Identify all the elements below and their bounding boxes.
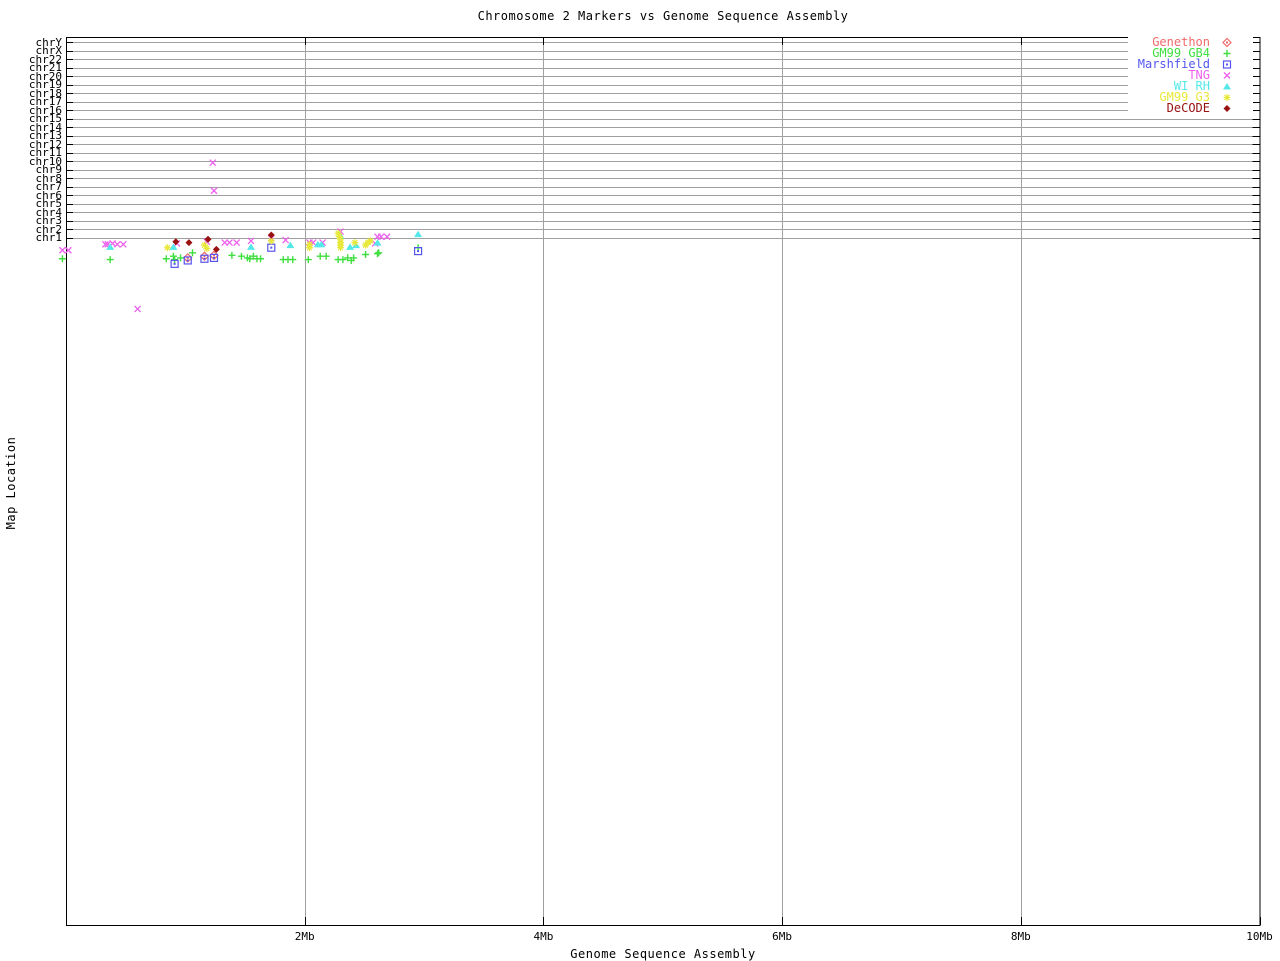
marker-plus <box>189 249 196 256</box>
legend-row-marshfield: Marshfield <box>1138 59 1234 70</box>
marker-plus <box>59 255 66 262</box>
marker-square-open-dot <box>187 259 189 261</box>
marker-diamond-filled <box>185 239 192 246</box>
marker-cross <box>135 306 141 312</box>
marker-plus <box>317 253 324 260</box>
legend-marker-glyph <box>1223 83 1231 90</box>
marker-plus <box>289 256 296 263</box>
cross-icon <box>1220 70 1234 81</box>
marker-cross <box>234 240 240 246</box>
x-tick-label-2Mb: 2Mb <box>283 931 327 943</box>
marker-cross <box>283 237 289 243</box>
legend-marker-glyph <box>1224 73 1230 79</box>
marker-star <box>164 244 171 251</box>
marker-star <box>203 245 210 252</box>
legend-marker-glyph <box>1226 42 1228 44</box>
legend-row-decode: DeCODE <box>1138 103 1234 114</box>
marker-plus <box>228 252 235 259</box>
legend-label: DeCODE <box>1167 103 1210 114</box>
marker-cross <box>120 241 126 247</box>
x-tick-label-8Mb: 8Mb <box>999 931 1043 943</box>
marker-star <box>351 239 358 246</box>
marker-plus <box>362 251 369 258</box>
x-tick-label-6Mb: 6Mb <box>760 931 804 943</box>
x-tick-label-10Mb: 10Mb <box>1238 931 1280 943</box>
marker-square-open-dot <box>213 257 215 259</box>
marker-star <box>337 244 344 251</box>
marker-plus <box>323 253 330 260</box>
marker-diamond-filled <box>268 231 275 238</box>
legend-marker-glyph <box>1224 50 1231 57</box>
marker-cross <box>59 247 65 253</box>
marker-cross <box>114 241 120 247</box>
triangle-filled-icon <box>1220 81 1234 92</box>
marker-plus <box>170 253 177 260</box>
diamond-filled-icon <box>1220 103 1234 114</box>
y-axis-title-text: Map Location <box>4 437 18 530</box>
marker-diamond-filled <box>205 236 212 243</box>
marker-cross <box>227 240 233 246</box>
marker-square-open-dot <box>203 258 205 260</box>
marker-cross <box>211 188 217 194</box>
star-icon <box>1220 92 1234 103</box>
marker-square-open-dot <box>417 250 419 252</box>
marker-square-open-dot <box>270 247 272 249</box>
marker-plus <box>339 256 346 263</box>
marker-plus <box>374 250 381 257</box>
legend-marker-glyph <box>1224 94 1231 101</box>
marker-plus <box>375 249 382 256</box>
marker-star <box>306 244 313 251</box>
marker-triangle-filled <box>414 231 422 238</box>
x-tick-label-4Mb: 4Mb <box>521 931 565 943</box>
y-tick-label-chrY: chrY <box>0 37 62 48</box>
x-axis-title: Genome Sequence Assembly <box>66 947 1260 961</box>
marker-plus <box>107 256 114 263</box>
marker-plus <box>163 255 170 262</box>
diamond-open-dot-icon <box>1220 37 1234 48</box>
legend-marker-glyph <box>1224 105 1231 112</box>
square-open-dot-icon <box>1220 59 1234 70</box>
marker-plus <box>257 255 264 262</box>
marker-plus <box>238 253 245 260</box>
marker-triangle-filled <box>247 243 255 250</box>
marker-plus <box>171 256 178 263</box>
marker-square-open-dot <box>174 263 176 265</box>
legend-marker-glyph <box>1226 64 1228 66</box>
plus-icon <box>1220 48 1234 59</box>
marker-cross <box>210 160 216 166</box>
marker-star <box>367 237 374 244</box>
